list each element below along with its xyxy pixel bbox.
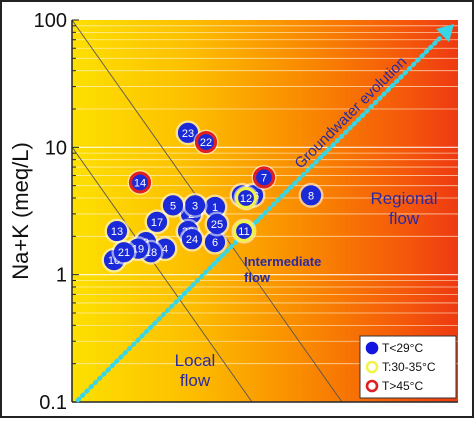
- data-point-label: 25: [211, 219, 223, 231]
- data-point-21: 21: [111, 239, 137, 265]
- y-tick-label: 1: [56, 265, 67, 287]
- data-point-7: 7: [251, 164, 277, 190]
- data-point-label: 12: [240, 193, 252, 205]
- zone-label-regional: Regional: [370, 189, 437, 208]
- evolution-arrow-shaft: [75, 33, 445, 403]
- data-point-label: 23: [182, 128, 194, 140]
- zone-label-local: Local: [175, 351, 216, 370]
- data-point-3: 3: [182, 192, 208, 218]
- zone-label-regional: flow: [389, 209, 420, 228]
- data-point-marker: [106, 220, 128, 242]
- legend-label: T>45°C: [382, 379, 423, 393]
- data-point-8: 8: [298, 182, 324, 208]
- data-point-5: 5: [160, 192, 186, 218]
- data-point-label: 17: [151, 217, 163, 229]
- data-point-14: 14: [127, 169, 153, 195]
- data-point-label: 21: [118, 247, 130, 259]
- data-point-6: 6: [202, 229, 228, 255]
- data-point-24: 24: [179, 226, 205, 252]
- legend: T<29°C T:30-35°C T>45°C: [359, 335, 457, 399]
- data-point-label: 13: [111, 226, 123, 238]
- data-point-label: 5: [170, 200, 176, 212]
- data-point-label: 3: [192, 200, 198, 212]
- y-axis-label: Na+K (meq/L): [8, 142, 33, 280]
- data-point-label: 4: [162, 244, 168, 256]
- data-point-label: 24: [186, 234, 198, 246]
- data-point-17: 17: [144, 209, 170, 235]
- y-tick-labels: 0.1 1 10 100: [34, 10, 67, 414]
- zone-label-local: flow: [180, 371, 211, 390]
- data-point-11: 11: [231, 218, 257, 244]
- data-point-marker: [206, 213, 228, 235]
- data-point-label: 14: [134, 177, 146, 189]
- data-point-marker: [194, 130, 218, 154]
- y-tick-label: 100: [34, 10, 67, 32]
- data-point-marker: [177, 122, 199, 143]
- legend-marker: [365, 341, 379, 355]
- data-point-12: 12: [233, 185, 259, 211]
- y-tick-label: 0.1: [39, 392, 67, 414]
- data-point-marker: [232, 219, 256, 243]
- data-point-marker: [181, 229, 203, 250]
- data-point-label: 6: [212, 237, 218, 249]
- data-point-marker: [300, 185, 322, 206]
- data-point-label: 22: [200, 137, 212, 149]
- data-point-22: 22: [193, 129, 219, 155]
- legend-label: T:30-35°C: [382, 360, 436, 374]
- legend-marker: [365, 379, 379, 393]
- zone-label-intermediate: Intermediate: [244, 254, 321, 269]
- zone-label-intermediate: flow: [244, 270, 271, 285]
- data-point-25: 25: [204, 211, 230, 237]
- evolution-arrow-head: [436, 24, 454, 42]
- data-point-marker: [113, 242, 135, 263]
- axes: [71, 19, 458, 403]
- data-point-marker: [146, 211, 168, 232]
- data-point-marker: [234, 186, 258, 210]
- data-point-marker: [162, 195, 184, 216]
- data-point-marker: [252, 166, 276, 189]
- y-tick-label: 10: [45, 137, 67, 159]
- data-point-marker: [128, 171, 152, 194]
- data-point-label: 1: [212, 202, 218, 214]
- data-points: 1234568910131517181920212324252611127142…: [101, 120, 324, 273]
- legend-marker: [365, 360, 379, 374]
- legend-label: T<29°C: [382, 341, 423, 355]
- data-point-label: 7: [261, 172, 267, 184]
- data-point-label: 8: [308, 190, 314, 202]
- data-point-label: 11: [238, 226, 249, 238]
- data-point-13: 13: [104, 218, 130, 244]
- boundary-line-lower: [71, 146, 253, 403]
